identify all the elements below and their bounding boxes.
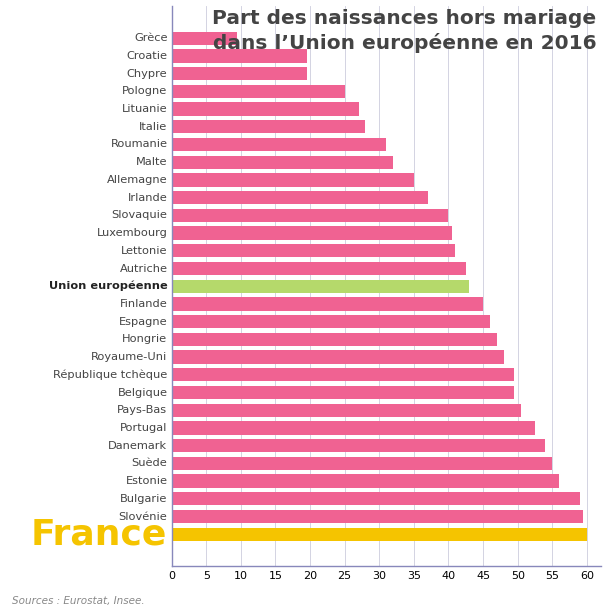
- Bar: [172, 368, 514, 381]
- Bar: [172, 297, 483, 311]
- Bar: [172, 102, 359, 116]
- Bar: [172, 49, 306, 63]
- Bar: [172, 209, 449, 222]
- Bar: [172, 527, 587, 541]
- Bar: [172, 227, 452, 240]
- Bar: [172, 155, 393, 169]
- Bar: [172, 315, 490, 328]
- Bar: [172, 421, 535, 435]
- Bar: [172, 120, 365, 133]
- Bar: [172, 333, 497, 346]
- Bar: [172, 85, 345, 98]
- Text: Part des naissances hors mariage
dans l’Union européenne en 2016: Part des naissances hors mariage dans l’…: [212, 9, 596, 54]
- Bar: [172, 386, 514, 399]
- Bar: [172, 67, 306, 80]
- Bar: [172, 280, 469, 293]
- Bar: [172, 457, 552, 470]
- Bar: [172, 510, 584, 523]
- Bar: [172, 474, 559, 488]
- Bar: [172, 439, 546, 452]
- Bar: [172, 244, 455, 258]
- Bar: [172, 404, 521, 417]
- Bar: [172, 32, 237, 45]
- Bar: [172, 350, 504, 364]
- Bar: [172, 191, 428, 204]
- Bar: [172, 174, 414, 186]
- Bar: [172, 138, 386, 151]
- Bar: [172, 492, 580, 505]
- Bar: [172, 262, 466, 275]
- Text: Sources : Eurostat, Insee.: Sources : Eurostat, Insee.: [12, 596, 145, 606]
